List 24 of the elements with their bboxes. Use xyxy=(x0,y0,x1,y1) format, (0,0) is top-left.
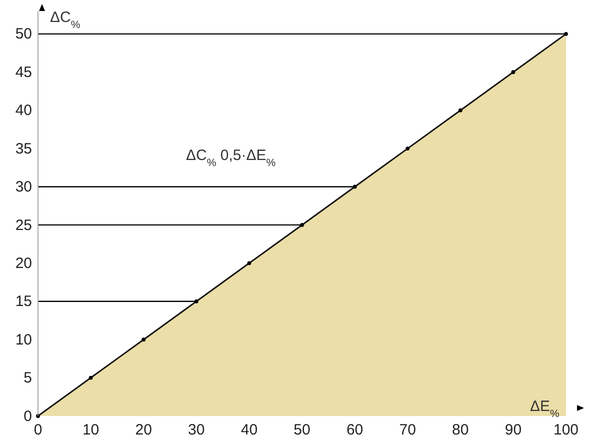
x-tick-label: 100 xyxy=(553,422,579,439)
y-tick-label: 25 xyxy=(15,216,32,234)
x-tick-label: 50 xyxy=(294,422,310,439)
x-tick-label: 30 xyxy=(188,422,205,439)
y-tick-label: 45 xyxy=(15,64,32,81)
y-tick-label: 30 xyxy=(15,178,32,196)
x-axis-title: ΔE$_{%}$ xyxy=(530,398,560,420)
x-tick-label: 80 xyxy=(452,422,469,439)
annotation: ΔC$_{%}$ 0,5·ΔE$_{%}$ xyxy=(186,147,276,169)
x-tick-label: 70 xyxy=(399,422,416,439)
y-tick-label: 50 xyxy=(15,26,32,43)
y-tick-label: 20 xyxy=(15,254,32,272)
x-tick-label: 20 xyxy=(135,422,152,439)
y-tick-label: 40 xyxy=(15,102,32,120)
x-tick-label: 60 xyxy=(346,422,364,439)
y-tick-label: 5 xyxy=(24,370,32,387)
y-axis-title: ΔC$_{%}$ xyxy=(50,9,80,31)
y-tick-label: 0 xyxy=(24,408,32,425)
y-tick-label: 10 xyxy=(15,331,32,348)
y-tick-label: 35 xyxy=(15,140,32,158)
x-tick-label: 40 xyxy=(240,422,258,439)
y-tick-label: 15 xyxy=(15,293,32,310)
x-tick-label: 10 xyxy=(82,422,100,439)
x-tick-label: 90 xyxy=(504,422,522,439)
